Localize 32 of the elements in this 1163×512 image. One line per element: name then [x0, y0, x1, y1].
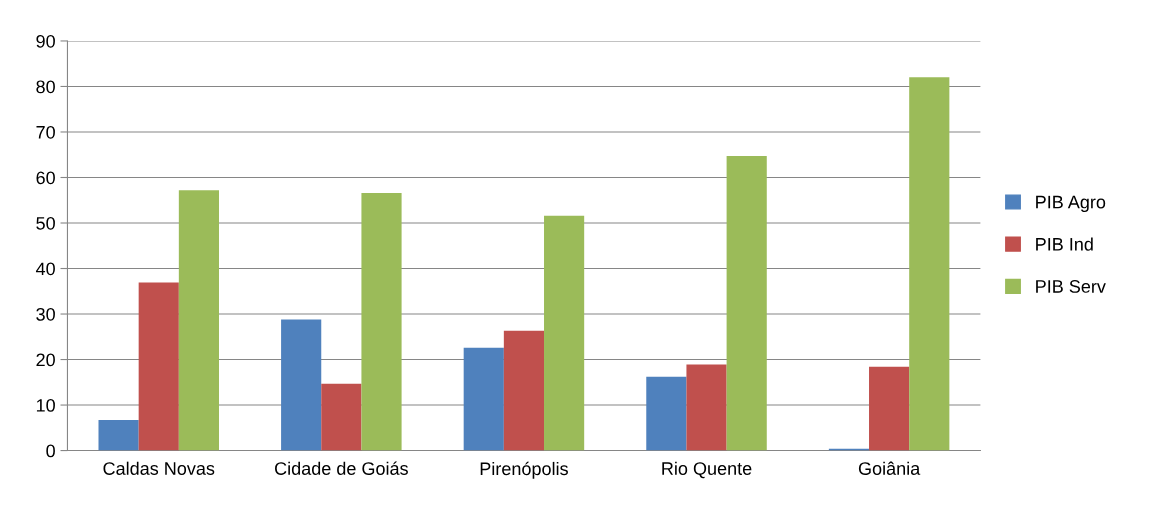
legend-label: PIB Ind — [1036, 237, 1093, 251]
bar — [463, 347, 504, 451]
y-tick-label: 10 — [36, 398, 55, 412]
y-tick-label: 30 — [36, 307, 55, 321]
x-tick-label: Caldas Novas — [103, 461, 215, 475]
bar — [178, 190, 219, 451]
bar — [361, 192, 402, 451]
y-tick-label: 80 — [36, 80, 55, 94]
y-tick-label: 50 — [36, 216, 55, 230]
y-tick-label: 40 — [35, 262, 55, 276]
x-tick-label: Rio Quente — [662, 461, 752, 479]
bar — [98, 420, 139, 451]
y-tick-label: 0 — [46, 444, 55, 458]
x-tick-label: Pirenópolis — [480, 461, 568, 479]
bar — [869, 366, 910, 451]
bar — [544, 215, 585, 451]
y-tick-label: 20 — [36, 353, 55, 367]
x-tick-label: Cidade de Goiás — [275, 461, 408, 475]
legend-label: PIB Serv — [1036, 280, 1106, 293]
bar — [686, 364, 727, 451]
bar — [909, 77, 950, 451]
y-tick-label: 60 — [36, 171, 55, 185]
bar — [321, 383, 362, 451]
bar — [281, 319, 322, 451]
y-tick-label: 90 — [36, 34, 55, 48]
x-tick-label: Goiânia — [858, 461, 921, 475]
y-tick-label: 70 — [36, 125, 55, 139]
legend-label: PIB Agro — [1036, 195, 1106, 213]
bar — [138, 282, 179, 451]
bar — [503, 330, 545, 451]
bar — [646, 376, 687, 451]
bar — [726, 156, 767, 451]
